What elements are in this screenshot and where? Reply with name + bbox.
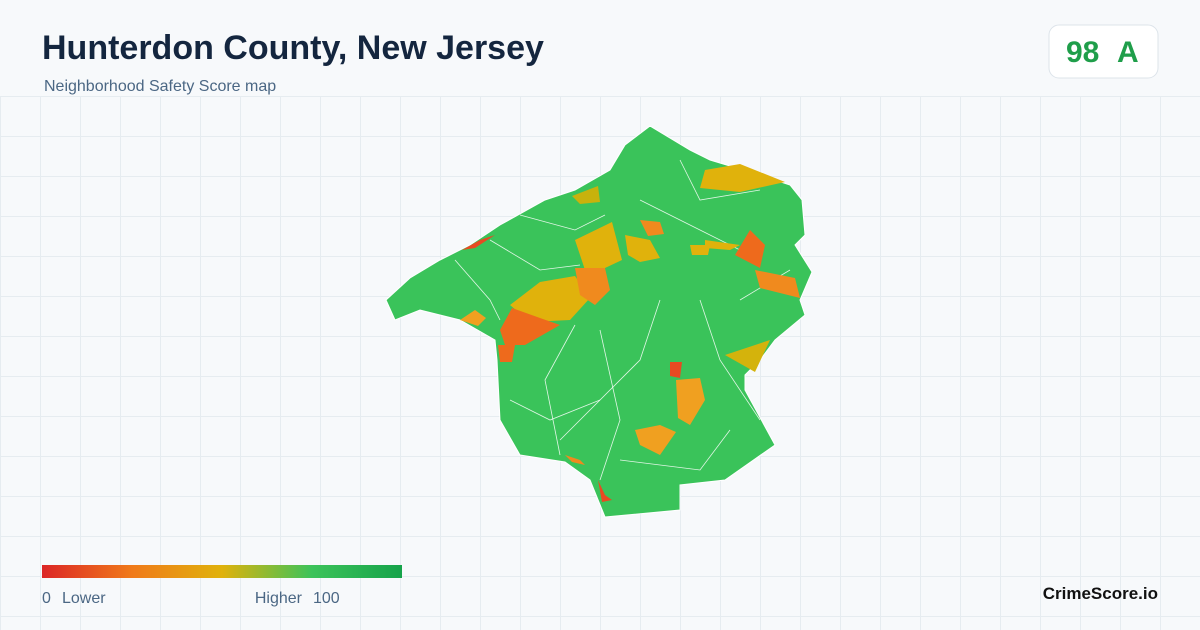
title: Hunterdon County, New Jersey [42,29,544,67]
subtitle: Neighborhood Safety Score map [44,78,276,95]
score-grade: A [1117,36,1139,69]
legend-min-label: Lower [62,590,106,607]
brand: CrimeScore.io [1043,584,1158,603]
county-shape [385,125,813,518]
score-value: 98 [1066,36,1099,69]
legend-max: 100 [313,590,340,607]
legend-min: 0 [42,590,51,607]
legend-max-label: Higher [255,590,303,607]
score-patches [460,164,800,502]
score-badge [1048,24,1159,79]
legend-bar [42,565,402,578]
header-band [0,0,1200,96]
county-map [385,125,813,518]
